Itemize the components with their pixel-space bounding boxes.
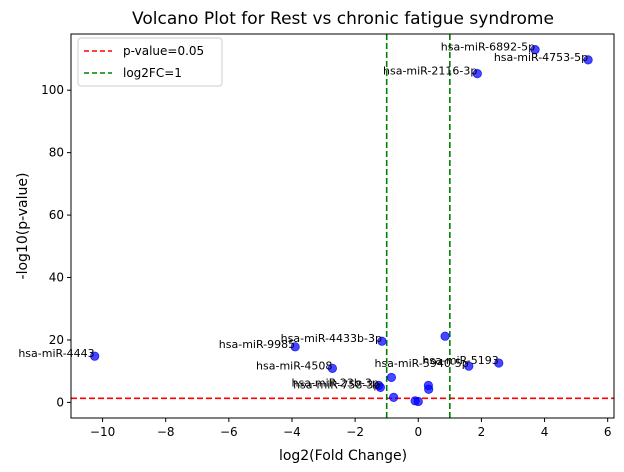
x-tick-label: −6: [220, 425, 238, 439]
y-tick-label: 0: [56, 395, 64, 409]
x-tick-label: −8: [157, 425, 175, 439]
point-label: hsa-miR-758-3p: [293, 378, 380, 391]
x-tick-label: 6: [604, 425, 612, 439]
point-label: hsa-miR-6892-5p: [441, 41, 535, 54]
data-points: [90, 45, 593, 407]
point-label: hsa-miR-9985: [219, 338, 295, 351]
y-axis-label: -log10(p-value): [15, 173, 31, 280]
data-point: [413, 396, 423, 407]
data-point: [464, 361, 474, 371]
point-label: hsa-miR-2116-3p: [383, 65, 477, 78]
point-label: hsa-miR-4443: [18, 347, 94, 360]
data-point: [375, 382, 385, 393]
point-label: hsa-miR-23b-3p: [292, 377, 379, 390]
data-point: [583, 55, 593, 65]
chart-title: Volcano Plot for Rest vs chronic fatigue…: [132, 9, 554, 29]
data-point: [440, 331, 450, 341]
legend-label-pvalue: p-value=0.05: [123, 44, 204, 58]
y-axis-ticks: 0 20 40 60 80 100: [41, 83, 71, 409]
data-point: [90, 351, 100, 361]
data-point: [290, 342, 300, 352]
x-tick-label: −2: [346, 425, 364, 439]
legend: p-value=0.05 log2FC=1: [77, 37, 223, 87]
data-point: [327, 363, 337, 373]
data-point: [472, 69, 482, 79]
data-point: [424, 384, 434, 394]
point-label: hsa-miR-4753-5p: [494, 51, 588, 64]
x-tick-label: −10: [90, 425, 115, 439]
legend-frame: [77, 37, 223, 87]
data-point: [530, 45, 540, 55]
legend-label-log2fc: log2FC=1: [123, 66, 182, 80]
plot-frame: [70, 33, 615, 419]
x-axis-label: log2(Fold Change): [279, 448, 407, 464]
y-tick-label: 60: [49, 208, 64, 222]
y-tick-label: 20: [49, 333, 64, 347]
x-tick-label: 0: [414, 425, 422, 439]
x-tick-label: 4: [541, 425, 549, 439]
data-point: [389, 392, 399, 402]
point-label: hsa-miR-4508: [256, 359, 332, 372]
y-tick-label: 40: [49, 271, 64, 285]
x-tick-label: −4: [283, 425, 301, 439]
y-tick-label: 100: [41, 83, 64, 97]
data-point: [494, 358, 504, 368]
point-annotations: hsa-miR-4443 hsa-miR-9985hsa-miR-4433b-3p…: [18, 41, 588, 392]
point-label: hsa-miR-4433b-3p: [281, 332, 382, 345]
point-label: hsa-miR-5193: [422, 354, 498, 367]
x-tick-label: 2: [478, 425, 486, 439]
plot-area: hsa-miR-4443 hsa-miR-9985hsa-miR-4433b-3p…: [18, 33, 615, 419]
threshold-lines: [71, 34, 614, 418]
point-label: hsa-miR-5940-5p: [374, 357, 468, 370]
x-axis-ticks: −10 −8 −6 −4 −2 0 2 4 6: [90, 418, 612, 439]
data-point: [377, 336, 387, 346]
data-point: [386, 372, 397, 383]
y-tick-label: 80: [49, 146, 64, 160]
